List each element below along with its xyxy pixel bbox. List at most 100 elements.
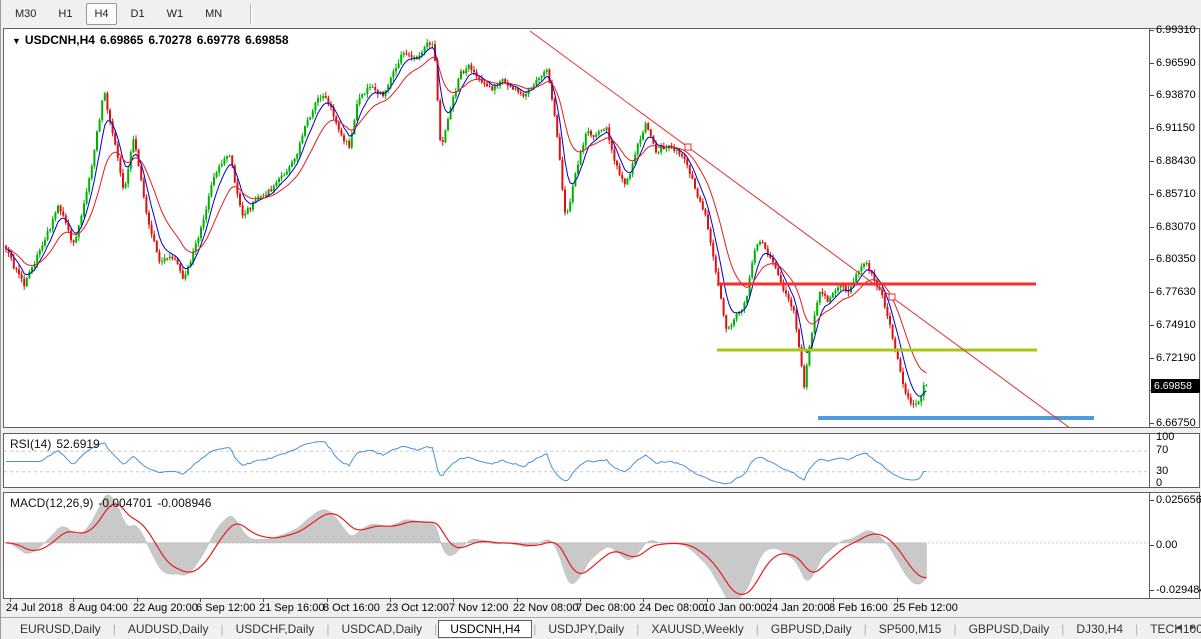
macd-axis-label: 0.00 [1156, 539, 1178, 551]
chart-tab-TECH100-H1[interactable]: TECH100,H1 [1150, 621, 1201, 636]
macd-axis-label: -0.029484 [1156, 584, 1201, 596]
price-axis-label: 6.72190 [1156, 352, 1196, 364]
chart-tab-GBPUSD-Daily[interactable]: GBPUSD,Daily [968, 621, 1050, 636]
tab-separator: | [220, 621, 224, 636]
timeframe-toolbar: M30 H1 H4 D1 W1 MN [1, 0, 1201, 28]
date-axis-label: 24 Dec 08:00 [639, 602, 705, 614]
date-axis-label: 24 Jul 2018 [6, 602, 63, 614]
price-axis-label-tick [1150, 95, 1154, 96]
rsi-indicator-label: RSI(14) [10, 437, 52, 451]
macd-axis-label-tick [1150, 545, 1154, 546]
tab-scroll-right-icon[interactable]: ► [1188, 622, 1197, 632]
price-axis-label: 6.96590 [1156, 57, 1196, 69]
time-axis-tick [833, 599, 834, 602]
date-axis-label: 22 Nov 08:00 [513, 602, 579, 614]
tab-scroll-left-icon[interactable]: ◄ [1174, 622, 1184, 632]
chart-symbol: USDCNH,H4 [24, 33, 95, 47]
date-axis-label: 24 Jan 20:00 [766, 602, 830, 614]
time-axis-tick [517, 599, 518, 602]
macd-indicator-title: MACD(12,26,9) -0.004701 -0.008946 [10, 496, 216, 510]
chart-tab-AUDUSD-Daily[interactable]: AUDUSD,Daily [127, 621, 209, 636]
date-axis-label: 6 Sep 12:00 [196, 602, 256, 614]
time-axis-tick [10, 599, 11, 602]
rsi-axis-label: 0 [1156, 477, 1163, 489]
rsi-axis-label: 30 [1156, 465, 1169, 477]
panel-splitter[interactable] [3, 488, 1200, 492]
chart-tab-USDJPY-Daily[interactable]: USDJPY,Daily [548, 621, 625, 636]
rsi-indicator-value: 52.6919 [56, 437, 100, 451]
price-axis-label: 6.83070 [1156, 221, 1196, 233]
price-axis-label: 6.88430 [1156, 155, 1196, 167]
timeframe-D1[interactable]: D1 [130, 8, 145, 20]
ohlc-open: 6.69865 [99, 33, 144, 47]
timeframe-MN[interactable]: MN [205, 8, 223, 20]
price-chart-panel: ▼ USDCNH,H4 6.69865 6.70278 6.69778 6.69858 6… [3, 24, 1200, 429]
tab-separator: | [533, 621, 537, 636]
price-axis-label: 6.66750 [1156, 417, 1196, 429]
price-axis-label: 6.77630 [1156, 286, 1196, 298]
tab-separator: | [112, 621, 116, 636]
rsi-axis-label: 70 [1156, 444, 1169, 456]
chart-tab-USDCNH-H4[interactable]: USDCNH,H4 [438, 619, 533, 638]
timeframe-H1[interactable]: H1 [58, 8, 73, 20]
price-axis-label: 6.93870 [1156, 89, 1196, 101]
price-axis-label-tick [1150, 128, 1154, 129]
price-chart-canvas[interactable] [4, 29, 1149, 427]
time-axis[interactable]: 24 Jul 2018 8 Aug 04:00 22 Aug 20:00 6 Sep … [3, 599, 1200, 617]
price-axis-label: 6.80350 [1156, 253, 1196, 265]
tab-separator: | [1061, 621, 1065, 636]
date-axis-label: 7 Dec 08:00 [576, 602, 636, 614]
macd-canvas[interactable] [4, 493, 1149, 598]
price-axis-label: 6.85710 [1156, 188, 1196, 200]
price-axis-label-tick [1150, 358, 1154, 359]
price-axis-label: 6.91150 [1156, 122, 1195, 134]
price-axis-label: 6.74910 [1156, 319, 1196, 331]
timeframe-W1[interactable]: W1 [166, 8, 184, 20]
chart-tab-USDCHF-Daily[interactable]: USDCHF,Daily [235, 621, 315, 636]
date-axis-label: 8 Feb 16:00 [829, 602, 888, 614]
rsi-indicator-title: RSI(14) 52.6919 [10, 437, 105, 451]
price-axis-label-tick [1150, 259, 1154, 260]
rsi-panel: RSI(14) 52.6919 100 70 30 0 [3, 431, 1200, 489]
tab-separator: | [755, 621, 759, 636]
chart-tab-GBPUSD-Daily[interactable]: GBPUSD,Daily [770, 621, 852, 636]
macd-panel: MACD(12,26,9) -0.004701 -0.008946 0.025656… [3, 492, 1201, 599]
rsi-canvas[interactable] [4, 434, 1149, 487]
ohlc-high: 6.70278 [148, 33, 192, 47]
price-axis-label-tick [1150, 325, 1154, 326]
macd-axis-label-tick [1150, 500, 1154, 501]
toolbar-separator [250, 4, 253, 24]
time-axis-tick [263, 599, 264, 602]
macd-value-main: -0.004701 [98, 496, 153, 510]
current-price-badge: 6.69858 [1151, 379, 1200, 393]
date-axis-label: 22 Aug 20:00 [133, 602, 198, 614]
rsi-axis-label: 100 [1156, 431, 1175, 443]
chart-window: ▼ USDCNH,H4 6.69865 6.70278 6.69778 6.69858 6… [3, 24, 1201, 617]
chart-tab-SP500-M15[interactable]: SP500,M15 [878, 621, 942, 636]
macd-value-signal: -0.008946 [157, 496, 212, 510]
date-axis-label: 25 Feb 12:00 [893, 602, 958, 614]
chart-tab-EURUSD-Daily[interactable]: EURUSD,Daily [20, 621, 101, 636]
time-axis-tick [643, 599, 644, 602]
chart-tab-USDCAD-Daily[interactable]: USDCAD,Daily [341, 621, 423, 636]
tab-separator: | [1135, 621, 1139, 636]
time-axis-tick [897, 599, 898, 602]
timeframe-M30[interactable]: M30 [15, 8, 37, 20]
price-axis-divider [1149, 493, 1150, 598]
tab-separator: | [863, 621, 867, 636]
chart-tab-XAUUSD-Weekly[interactable]: XAUUSD,Weekly [651, 621, 744, 636]
price-axis-label-tick [1150, 292, 1154, 293]
price-axis-divider [1149, 434, 1150, 487]
chart-tab-DJ30-H4[interactable]: DJ30,H4 [1076, 621, 1124, 636]
price-axis-label-tick [1150, 63, 1154, 64]
ohlc-close: 6.69858 [245, 33, 289, 47]
ohlc-low: 6.69778 [196, 33, 241, 47]
timeframe-H4[interactable]: H4 [86, 3, 117, 25]
tab-scroll-arrows: ◄ ► [1169, 622, 1197, 632]
panel-splitter[interactable] [3, 428, 1200, 433]
tab-separator: | [953, 621, 957, 636]
chart-title: ▼ USDCNH,H4 6.69865 6.70278 6.69778 6.69858 [12, 33, 294, 47]
price-axis-label-tick [1150, 227, 1154, 228]
macd-axis-label: 0.025656 [1156, 494, 1201, 506]
